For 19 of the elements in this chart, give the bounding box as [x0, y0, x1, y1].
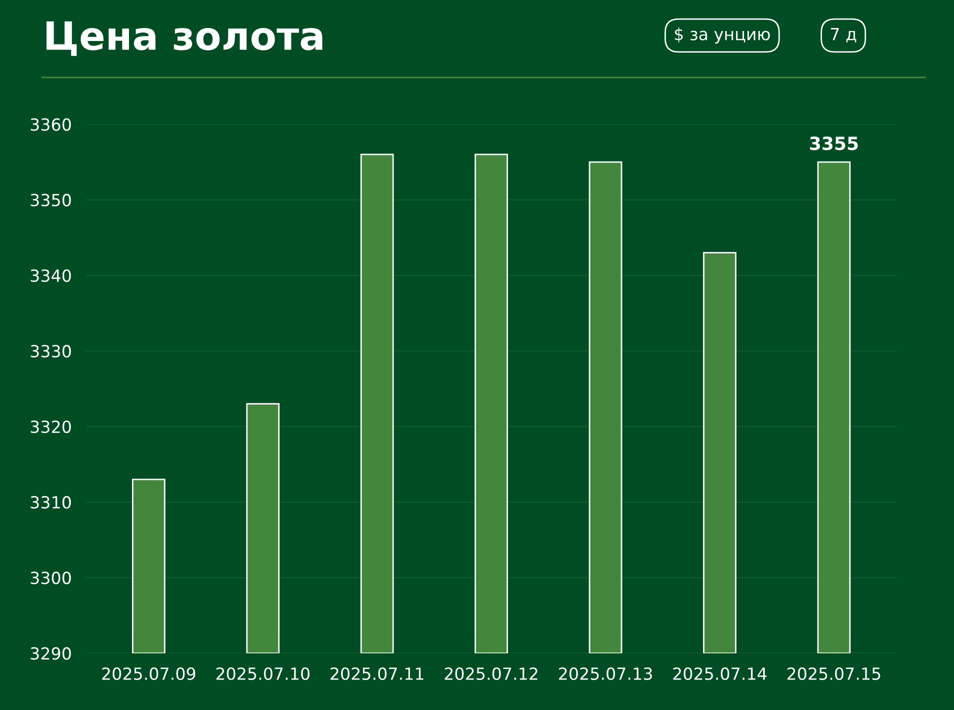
x-tick-label: 2025.07.13	[559, 667, 652, 680]
x-tick-label: 2025.07.14	[673, 667, 767, 680]
y-tick-label: 3330	[30, 344, 71, 358]
y-tick-label: 3320	[30, 420, 71, 434]
chart-title: Цена золота	[46, 21, 322, 56]
data-label: 3355	[810, 136, 858, 150]
x-tick-label: 2025.07.09	[102, 667, 196, 680]
x-tick-label: 2025.07.11	[330, 667, 424, 680]
x-tick-label: 2025.07.12	[444, 667, 538, 680]
y-tick-label: 3350	[30, 194, 71, 206]
y-tick-label: 3300	[30, 572, 71, 584]
y-tick-label: 3310	[30, 496, 71, 509]
y-tick-label: 3360	[30, 118, 71, 131]
y-tick-label: 3290	[30, 647, 71, 660]
y-tick-label: 3340	[30, 269, 71, 282]
text: $ за унцию	[674, 27, 770, 44]
x-tick-label: 2025.07.10	[216, 667, 310, 680]
x-tick-label: 2025.07.15	[787, 667, 880, 680]
text: 7 д	[830, 28, 856, 42]
